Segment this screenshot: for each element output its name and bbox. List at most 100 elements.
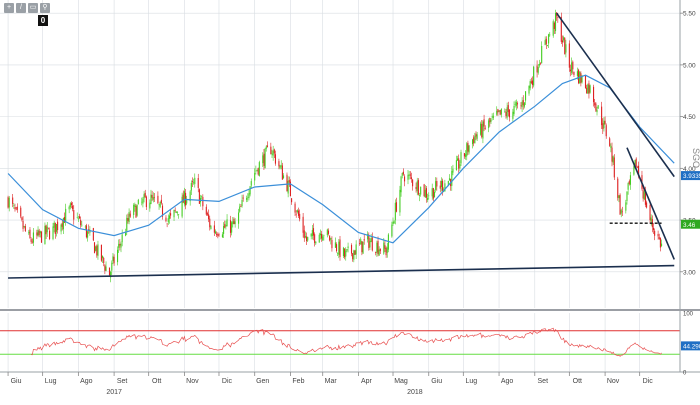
candle-body bbox=[646, 202, 648, 208]
candle-body bbox=[618, 195, 620, 199]
candle-body bbox=[355, 244, 357, 255]
trendlines bbox=[8, 12, 675, 279]
candle-body bbox=[369, 241, 371, 248]
candle-body bbox=[78, 216, 81, 219]
candle-body bbox=[31, 241, 33, 243]
candle-body bbox=[463, 153, 466, 157]
counter-badge[interactable]: 0 bbox=[38, 15, 48, 26]
candle-body bbox=[626, 191, 628, 201]
candle-body bbox=[218, 234, 220, 236]
moving-average-series bbox=[7, 74, 675, 244]
crosshair-icon[interactable]: + bbox=[4, 3, 14, 13]
candle-body bbox=[410, 177, 413, 179]
candle-body bbox=[311, 229, 313, 237]
candle-body bbox=[53, 222, 55, 228]
candle-body bbox=[416, 181, 418, 192]
candle-body bbox=[612, 156, 614, 163]
candle-body bbox=[609, 138, 611, 146]
candle-body bbox=[654, 230, 656, 236]
candle-body bbox=[391, 224, 393, 237]
candle-body bbox=[376, 242, 378, 253]
pencil-icon[interactable]: / bbox=[16, 3, 26, 13]
candle-body bbox=[536, 65, 538, 73]
tag-icon[interactable]: ▭ bbox=[28, 3, 38, 13]
candle-body bbox=[544, 40, 546, 46]
candle-body bbox=[62, 218, 64, 230]
candle-body bbox=[95, 246, 97, 251]
candle-body bbox=[7, 197, 9, 208]
candle-body bbox=[423, 184, 425, 197]
candle-body bbox=[282, 175, 285, 179]
candle-body bbox=[232, 221, 234, 224]
candle-body bbox=[361, 241, 363, 253]
candle-body bbox=[240, 206, 242, 207]
candle-body bbox=[127, 218, 129, 221]
candle-body bbox=[447, 180, 449, 186]
candle-body bbox=[327, 230, 330, 234]
candle-body bbox=[84, 226, 86, 228]
candle-body bbox=[525, 91, 527, 101]
candle-body bbox=[457, 158, 459, 161]
candle-body bbox=[16, 206, 18, 210]
month-label: Dic bbox=[222, 378, 233, 385]
trendline bbox=[556, 12, 675, 178]
candle-body bbox=[314, 234, 316, 243]
candle-body bbox=[659, 238, 661, 248]
candle-body bbox=[60, 224, 62, 232]
candle-body bbox=[108, 267, 111, 276]
ma-value-badge-bg bbox=[681, 171, 700, 181]
candle-body bbox=[87, 231, 89, 238]
candle-body bbox=[448, 178, 451, 180]
candle-body bbox=[125, 232, 127, 236]
candle-body bbox=[480, 123, 482, 135]
candle-body bbox=[473, 137, 475, 144]
candle-body bbox=[205, 206, 207, 215]
candle-body bbox=[329, 235, 331, 241]
candle-body bbox=[254, 172, 256, 181]
candle-body bbox=[168, 215, 170, 219]
candle-body bbox=[306, 236, 308, 242]
main-grid bbox=[0, 0, 700, 311]
candle-body bbox=[613, 157, 615, 178]
candle-body bbox=[593, 86, 595, 103]
candle-body bbox=[578, 69, 580, 84]
candle-body bbox=[119, 243, 121, 246]
candle-body bbox=[190, 182, 192, 191]
candle-body bbox=[143, 194, 145, 199]
candle-body bbox=[238, 212, 240, 224]
candle-body bbox=[331, 239, 333, 249]
candle-body bbox=[644, 189, 646, 205]
price-tick-label: 5.50 bbox=[683, 11, 696, 18]
candle-body bbox=[208, 214, 210, 220]
candle-body bbox=[377, 240, 379, 254]
candle-body bbox=[483, 119, 485, 127]
trendline bbox=[8, 264, 675, 279]
candle-body bbox=[378, 249, 380, 256]
candle-body bbox=[15, 207, 17, 209]
candle-body bbox=[128, 211, 130, 223]
candle-body bbox=[512, 111, 514, 119]
candle-body bbox=[249, 186, 251, 195]
candle-body bbox=[70, 203, 73, 205]
candle-body bbox=[484, 127, 486, 129]
candle-body bbox=[322, 236, 324, 241]
candle-body bbox=[538, 63, 540, 66]
zoom-icon[interactable]: ⚲ bbox=[40, 3, 50, 13]
candle-body bbox=[288, 180, 290, 183]
candle-body bbox=[379, 248, 381, 252]
month-label: Giu bbox=[11, 378, 22, 385]
candle-body bbox=[569, 69, 572, 72]
candle-body bbox=[110, 272, 112, 278]
trendline bbox=[626, 147, 675, 260]
candle-body bbox=[32, 232, 34, 243]
candle-body bbox=[310, 233, 312, 237]
candle-body bbox=[594, 102, 596, 106]
candle-body bbox=[319, 233, 321, 236]
candle-body bbox=[303, 230, 305, 239]
candle-body bbox=[552, 21, 554, 36]
candle-body bbox=[30, 239, 32, 242]
candle-body bbox=[435, 181, 437, 190]
year-label: 2017 bbox=[106, 389, 122, 396]
candle-body bbox=[157, 195, 159, 204]
candle-body bbox=[72, 205, 74, 210]
